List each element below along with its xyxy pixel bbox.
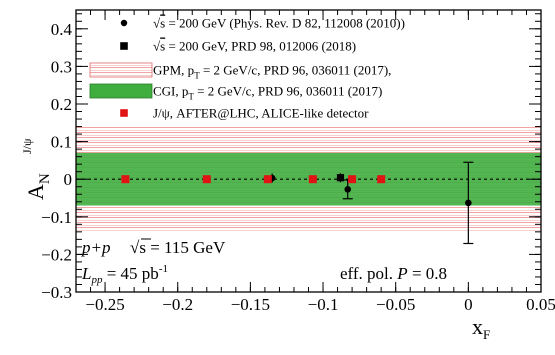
y-axis-title: AN	[23, 173, 53, 200]
y-tick-label: 0.1	[51, 133, 72, 152]
x-axis-subscript: F	[483, 327, 490, 342]
legend-subscript: T	[194, 71, 200, 81]
y-axis-superscript: J/ψ	[20, 138, 34, 154]
legend-entry: GPM, pT = 2 GeV/c, PRD 96, 036011 (2017)…	[153, 63, 391, 81]
data-point	[263, 175, 272, 184]
legend-marker	[120, 42, 128, 50]
legend-marker	[120, 19, 128, 27]
theory-bands	[76, 126, 541, 232]
y-tick-label: 0.3	[51, 57, 72, 76]
data-point	[121, 175, 130, 184]
process-label: p+p	[81, 238, 110, 257]
x-axis-title: xF	[472, 314, 490, 342]
y-tick-label: 0.2	[51, 95, 72, 114]
legend: √s = 200 GeV (Phys. Rev. D 82, 112008 (2…	[89, 16, 405, 121]
x-tick-label: −0.15	[231, 295, 270, 314]
x-tick-label: −0.1	[308, 295, 339, 314]
x-axis-symbol: x	[472, 314, 483, 339]
x-tick-label: −0.25	[85, 295, 124, 314]
data-point	[308, 175, 317, 184]
data-point	[344, 186, 352, 193]
legend-text: J/ψ, AFTER@LHC, ALICE-like detector	[153, 106, 369, 121]
legend-entry: √s = 200 GeV (Phys. Rev. D 82, 112008 (2…	[153, 16, 405, 31]
data-point	[465, 199, 472, 207]
data-point	[202, 175, 211, 184]
axis-labels: xF AN J/ψ	[20, 138, 490, 342]
legend-entry: J/ψ, AFTER@LHC, ALICE-like detector	[153, 106, 369, 121]
lumi-subscript: pp	[90, 274, 103, 286]
legend-s: s	[160, 39, 165, 54]
legend-text: = 200 GeV (Phys. Rev. D 82, 112008 (2010…	[165, 16, 405, 31]
x-tick-label: −0.2	[162, 295, 193, 314]
legend-swatch	[89, 62, 153, 78]
energy-label: √s = 115 GeV	[130, 238, 226, 257]
theory-band	[76, 152, 541, 206]
annotations: p+p √s = 115 GeV Lpp = 45 pb-1 eff. pol. P …	[81, 238, 447, 286]
process-text: p+p	[81, 238, 110, 257]
y-tick-label: −0.1	[41, 208, 72, 227]
legend-s: s	[160, 16, 165, 31]
plot-frame	[75, 9, 542, 293]
legend-sqrt: √	[153, 16, 161, 31]
legend-entry: CGI, pT = 2 GeV/c, PRD 96, 036011 (2017)	[153, 84, 382, 102]
axis-ticks: −0.25 −0.2 −0.15 −0.1 −0.05 0 0.05 −0.3 −0.2 −0.1…	[41, 10, 555, 314]
x-tick-label: 0	[464, 295, 473, 314]
luminosity-label: Lpp = 45 pb-1	[81, 263, 168, 286]
y-tick-label: 0	[64, 170, 73, 189]
lumi-value: = 45 pb	[102, 264, 158, 283]
legend-entry: √s = 200 GeV, PRD 98, 012006 (2018)	[153, 39, 356, 54]
y-tick-label: −0.3	[41, 283, 72, 302]
data-points	[121, 161, 474, 245]
y-axis-subscript: N	[37, 173, 53, 184]
polarization-value: = 0.8	[408, 264, 447, 283]
x-tick-label: −0.05	[376, 295, 415, 314]
polarization-symbol: P	[396, 264, 407, 283]
y-tick-label: −0.2	[41, 245, 72, 264]
polarization-text: eff. pol.	[340, 264, 397, 283]
lumi-symbol: L	[81, 264, 91, 283]
legend-text: = 200 GeV, PRD 98, 012006 (2018)	[165, 39, 356, 54]
legend-subscript: T	[188, 92, 194, 102]
y-tick-label: 0.4	[51, 20, 73, 39]
y-axis-symbol: A	[23, 184, 48, 200]
legend-text: GPM, p	[153, 63, 194, 78]
legend-swatch	[89, 83, 153, 99]
legend-sqrt: √	[153, 39, 161, 54]
legend-marker	[120, 109, 128, 117]
polarization-label: eff. pol. P = 0.8	[340, 264, 447, 283]
legend-text: = 2 GeV/c, PRD 96, 036011 (2017)	[194, 84, 382, 99]
data-point	[377, 175, 386, 184]
x-tick-label: 0.05	[526, 295, 555, 314]
legend-text: CGI, p	[153, 84, 188, 99]
data-point	[336, 174, 345, 182]
lumi-superscript: -1	[159, 263, 168, 275]
legend-text: = 2 GeV/c, PRD 96, 036011 (2017),	[200, 63, 392, 78]
data-point	[348, 175, 357, 184]
